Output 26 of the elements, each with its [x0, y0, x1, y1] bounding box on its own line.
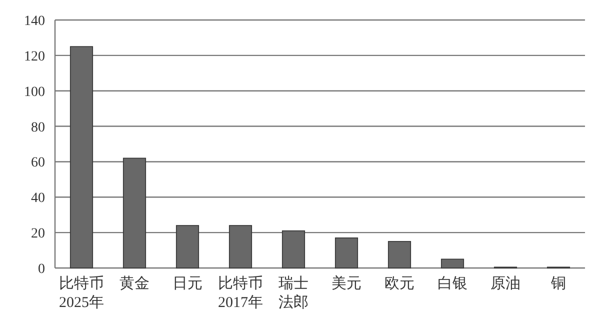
y-tick-label: 0 [38, 262, 45, 277]
x-tick-label: 美元 [332, 275, 362, 292]
x-tick-label: 铜 [550, 276, 566, 292]
bar [176, 225, 200, 268]
bar [334, 237, 358, 268]
y-tick-label: 140 [24, 14, 45, 29]
x-tick-label: 瑞士法郎 [278, 275, 308, 311]
x-tick-label: 白银 [438, 275, 468, 292]
y-tick-label: 20 [31, 226, 45, 242]
x-tick-label: 欧元 [384, 276, 414, 292]
bar [122, 158, 146, 268]
bar [388, 241, 412, 268]
bar [282, 230, 306, 268]
x-tick-label: 原油 [490, 275, 520, 292]
x-tick-label: 日元 [172, 276, 202, 292]
bar [70, 46, 94, 268]
y-tick-label: 100 [24, 84, 45, 100]
x-tick-label: 比特币2025年 [59, 275, 104, 311]
x-tick-label: 黄金 [120, 275, 150, 292]
bar [228, 225, 252, 268]
y-tick-label: 60 [31, 156, 45, 171]
bar [440, 258, 464, 268]
y-tick-label: 120 [24, 49, 45, 64]
y-tick-label: 80 [31, 120, 45, 136]
x-tick-label: 比特币2017年 [218, 275, 263, 311]
y-tick-label: 40 [31, 191, 45, 206]
